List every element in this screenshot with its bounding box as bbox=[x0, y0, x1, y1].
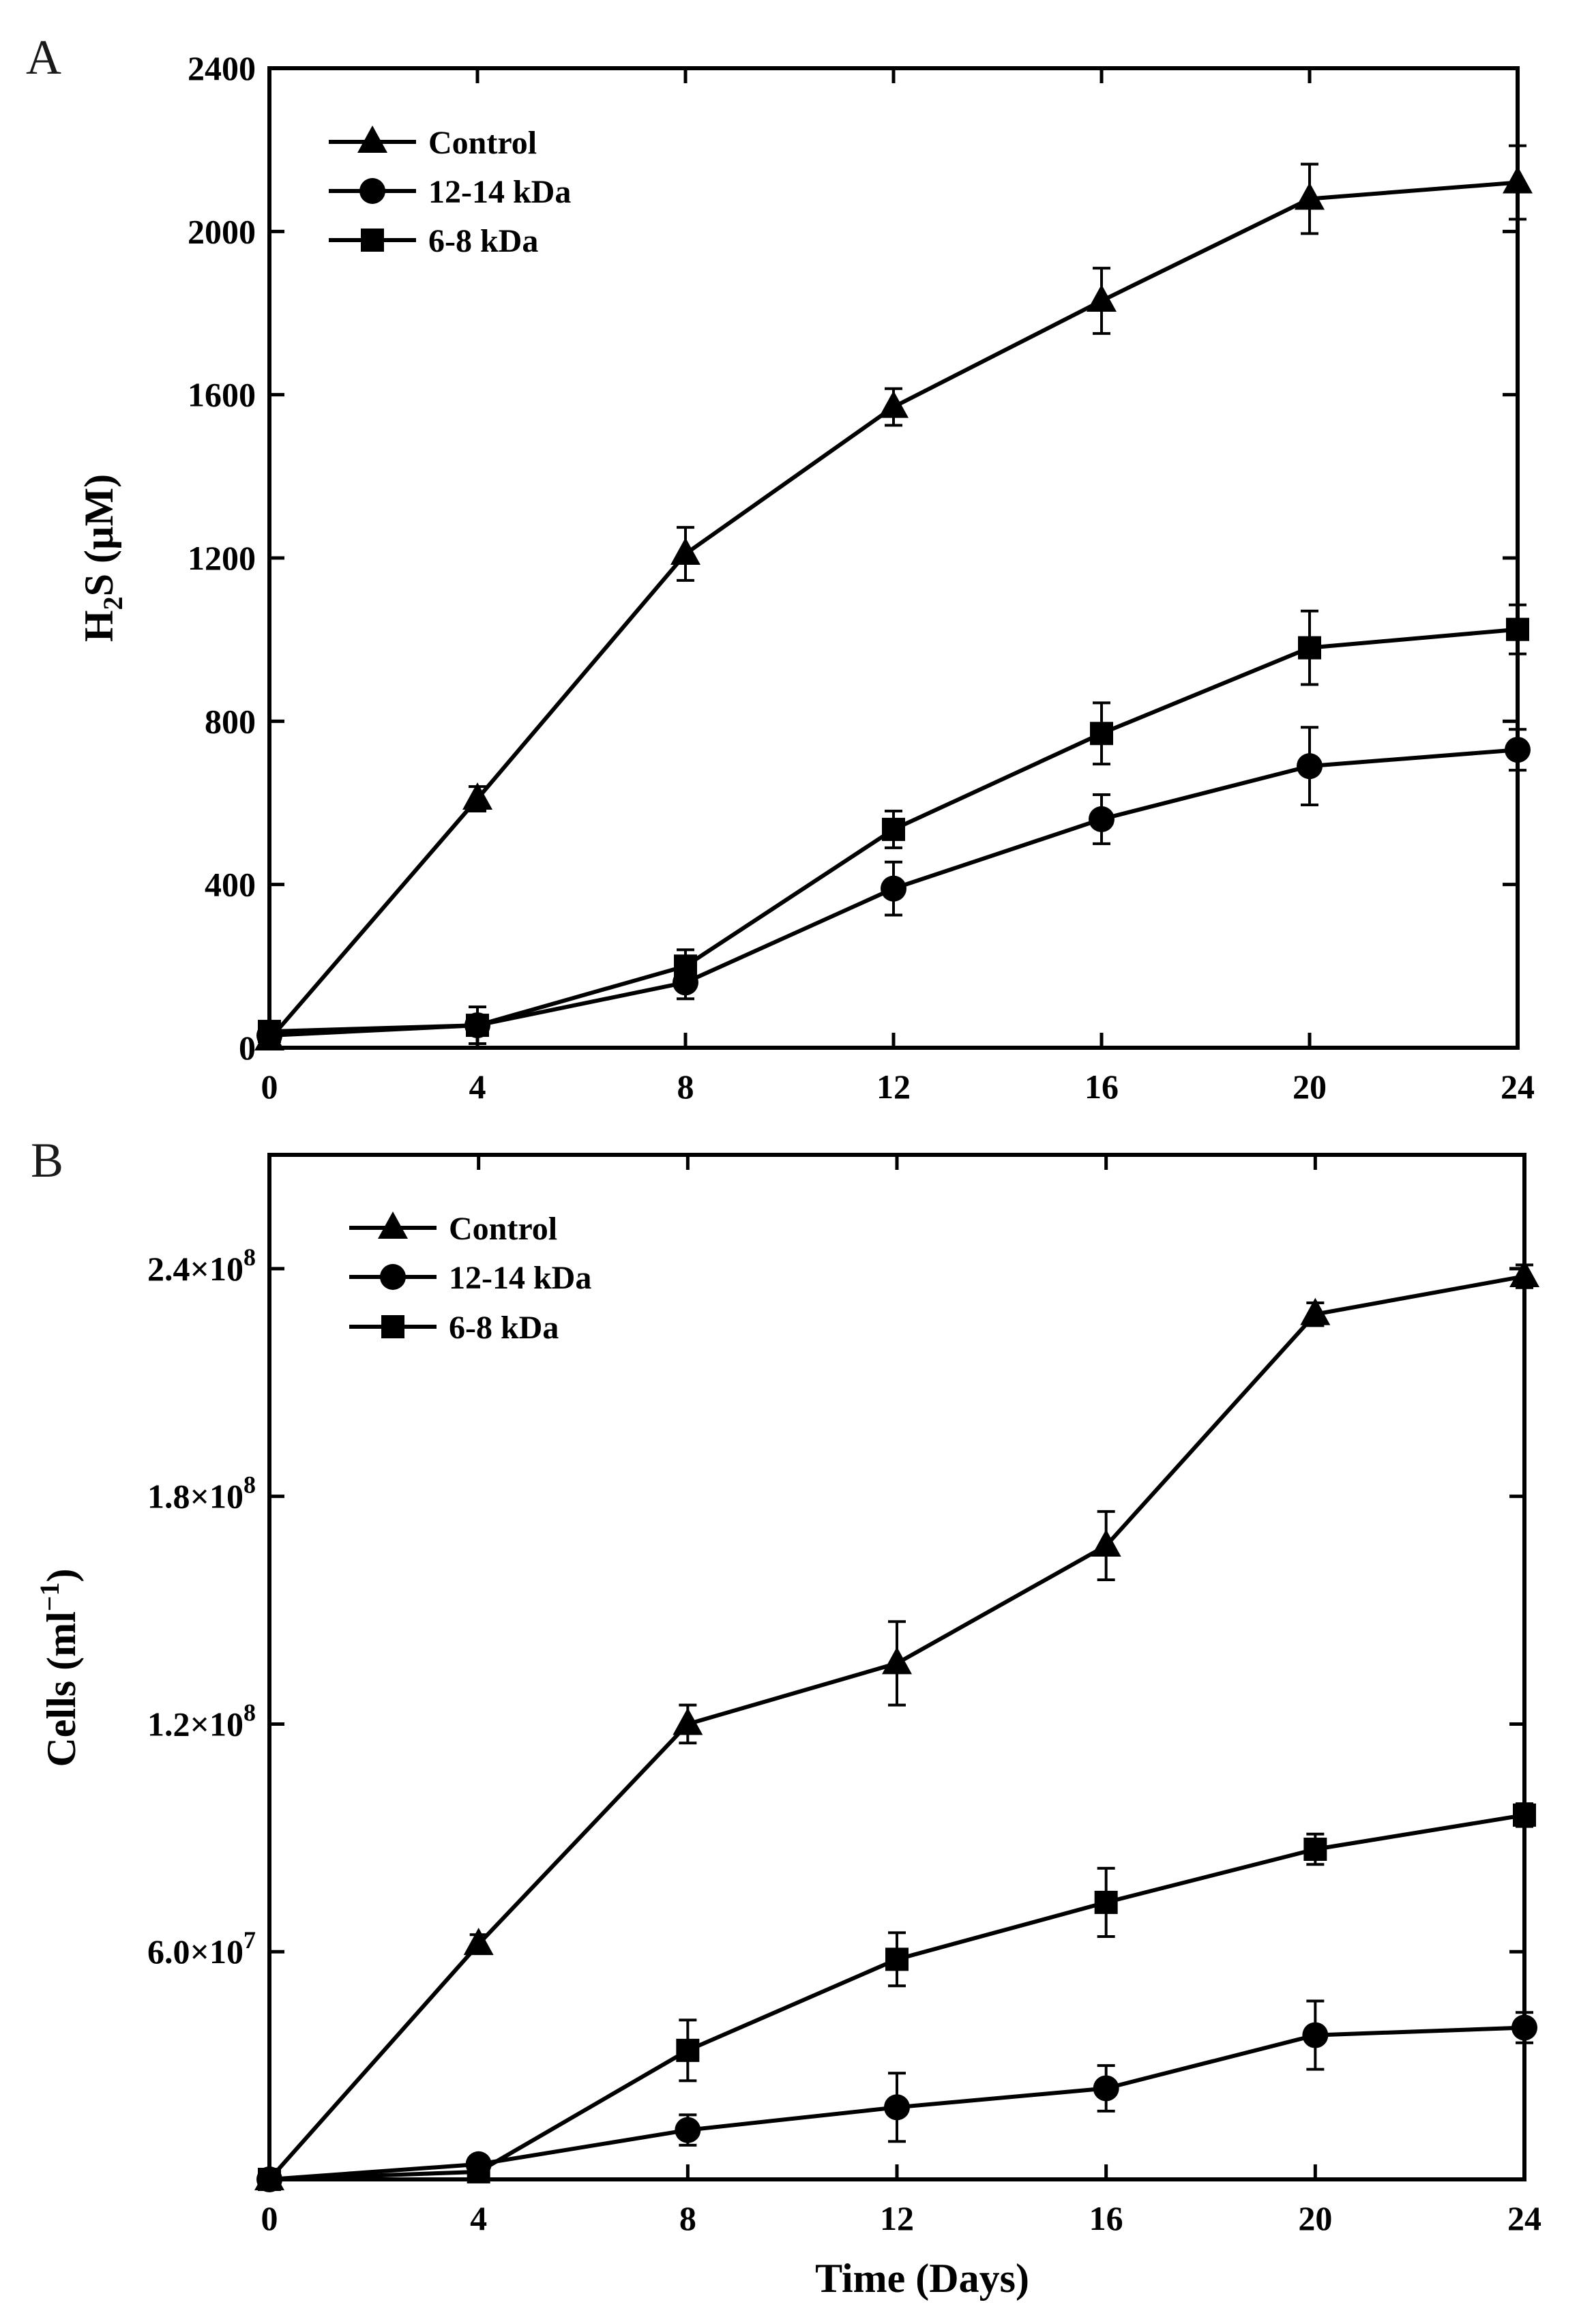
panel-b-point-12-14-kda bbox=[1093, 2075, 1119, 2102]
panel-b-x-tick-label: 12 bbox=[880, 2199, 914, 2237]
panel-a-y-tick-label: 1200 bbox=[188, 539, 256, 577]
panel-b-x-tick-label: 4 bbox=[470, 2199, 487, 2237]
panel-a-legend-marker-control bbox=[357, 126, 387, 153]
panel-b-legend: Control 12-14 kDa 6-8 kDa bbox=[349, 1211, 591, 1346]
panel-a-label: A bbox=[26, 30, 61, 85]
panel-a-plot-frame bbox=[267, 66, 1520, 1050]
panel-a-legend-label-12-14-kda: 12-14 kDa bbox=[428, 174, 571, 210]
panel-b-series-line-control bbox=[267, 1274, 1525, 2181]
panel-b-y-tick-label: 6.0×107 bbox=[147, 1926, 256, 1971]
panel-a-legend-label-6-8-kda: 6-8 kDa bbox=[428, 223, 538, 259]
panel-a-y-tick-label: 1600 bbox=[188, 376, 256, 414]
panel-a-legend: Control 12-14 kDa 6-8 kDa bbox=[329, 125, 571, 259]
panel-a-point-12-14-kda bbox=[1089, 806, 1115, 832]
panel-b-legend-label-12-14-kda: 12-14 kDa bbox=[449, 1260, 591, 1296]
panel-b-x-tick-label: 8 bbox=[679, 2199, 696, 2237]
panel-a-point-6-8-kda bbox=[882, 817, 905, 841]
panel-a-x-tick-label: 4 bbox=[469, 1068, 486, 1106]
panel-b-point-control bbox=[463, 1928, 494, 1956]
panel-b-y-tick-label: 1.2×108 bbox=[147, 1698, 256, 1743]
panel-b-legend-marker-6-8-kda bbox=[381, 1315, 404, 1338]
panel-a-point-control bbox=[1087, 284, 1117, 312]
panel-b-legend-marker-control bbox=[378, 1211, 408, 1239]
panel-b-plot-frame bbox=[267, 1153, 1526, 2181]
panel-b-x-tick-label: 16 bbox=[1089, 2199, 1123, 2237]
panel-b-point-control bbox=[673, 1707, 703, 1735]
panel-b-label: B bbox=[31, 1133, 63, 1188]
panel-b-x-axis-title: Time (Days) bbox=[815, 2256, 1029, 2301]
panel-a-point-6-8-kda bbox=[1090, 722, 1113, 746]
panel-a-point-6-8-kda bbox=[466, 1014, 489, 1038]
panel-a-point-12-14-kda bbox=[881, 875, 906, 902]
panel-b-x-tick-label: 20 bbox=[1298, 2199, 1332, 2237]
panel-a-x-tick-label: 20 bbox=[1293, 1068, 1327, 1106]
panel-b: B 0 4 8 12 16 20 24 6.0×107 1.2×108 1.8×108 2.4×10… bbox=[31, 1133, 1541, 2301]
panel-a-legend-marker-6-8-kda bbox=[361, 229, 384, 252]
panel-a-point-12-14-kda bbox=[1297, 753, 1323, 780]
panel-b-point-control bbox=[882, 1647, 912, 1675]
panel-b-point-6-8-kda bbox=[1094, 1890, 1118, 1914]
panel-a-point-control bbox=[462, 782, 492, 810]
panel-b-point-6-8-kda bbox=[676, 2038, 700, 2062]
panel-a-x-tick-label: 16 bbox=[1084, 1068, 1119, 1106]
panel-a-legend-marker-12-14-kda bbox=[359, 178, 385, 204]
panel-a-point-6-8-kda bbox=[1298, 636, 1321, 660]
panel-a-point-control bbox=[670, 538, 700, 565]
panel-b-point-12-14-kda bbox=[675, 2117, 701, 2143]
panel-b-point-control bbox=[1300, 1297, 1331, 1325]
panel-b-y-axis-title: Cells (ml−1) bbox=[34, 1568, 84, 1767]
panel-a-point-control bbox=[1295, 182, 1325, 210]
panel-a-legend-label-control: Control bbox=[428, 125, 537, 161]
panel-a-x-tick-label: 0 bbox=[261, 1068, 278, 1106]
panel-b-x-tick-label: 24 bbox=[1507, 2199, 1541, 2237]
panel-a: A 0 4 8 12 16 20 24 0 400 800 1200 1600 2000 2400 H2S… bbox=[26, 30, 1535, 1106]
panel-b-point-6-8-kda bbox=[1303, 1838, 1327, 1862]
panel-a-y-tick-label: 800 bbox=[205, 702, 256, 740]
panel-b-x-tick-label: 0 bbox=[261, 2199, 278, 2237]
panel-a-y-axis-title: H2S (µM) bbox=[76, 474, 128, 642]
panel-a-x-tick-label: 12 bbox=[876, 1068, 911, 1106]
panel-b-legend-label-6-8-kda: 6-8 kDa bbox=[449, 1310, 559, 1346]
panel-b-y-tick-label: 1.8×108 bbox=[147, 1471, 256, 1516]
panel-b-point-control bbox=[1091, 1529, 1121, 1557]
panel-a-x-tick-label: 8 bbox=[677, 1068, 694, 1106]
panel-a-x-tick-label: 24 bbox=[1501, 1068, 1535, 1106]
panel-a-y-tick-label: 2000 bbox=[188, 212, 256, 250]
panel-b-plot: 0 4 8 12 16 20 24 6.0×107 1.2×108 1.8×108 2.4×108 bbox=[147, 1155, 1541, 2237]
panel-a-y-tick-label: 400 bbox=[205, 866, 256, 904]
panel-a-y-tick-label: 0 bbox=[239, 1029, 256, 1067]
panel-b-legend-marker-12-14-kda bbox=[380, 1264, 406, 1290]
panel-a-y-tick-label: 2400 bbox=[188, 49, 256, 87]
panel-b-legend-label-control: Control bbox=[449, 1211, 557, 1247]
panel-a-plot: 0 4 8 12 16 20 24 0 400 800 1200 1600 2000 2400 bbox=[188, 49, 1535, 1106]
panel-b-point-12-14-kda bbox=[884, 2094, 910, 2121]
panel-b-point-6-8-kda bbox=[885, 1947, 909, 1971]
panel-a-point-6-8-kda bbox=[674, 954, 697, 978]
panel-b-point-12-14-kda bbox=[1302, 2022, 1329, 2048]
panel-a-point-control bbox=[879, 390, 909, 418]
panel-b-y-tick-label: 2.4×108 bbox=[147, 1244, 256, 1288]
